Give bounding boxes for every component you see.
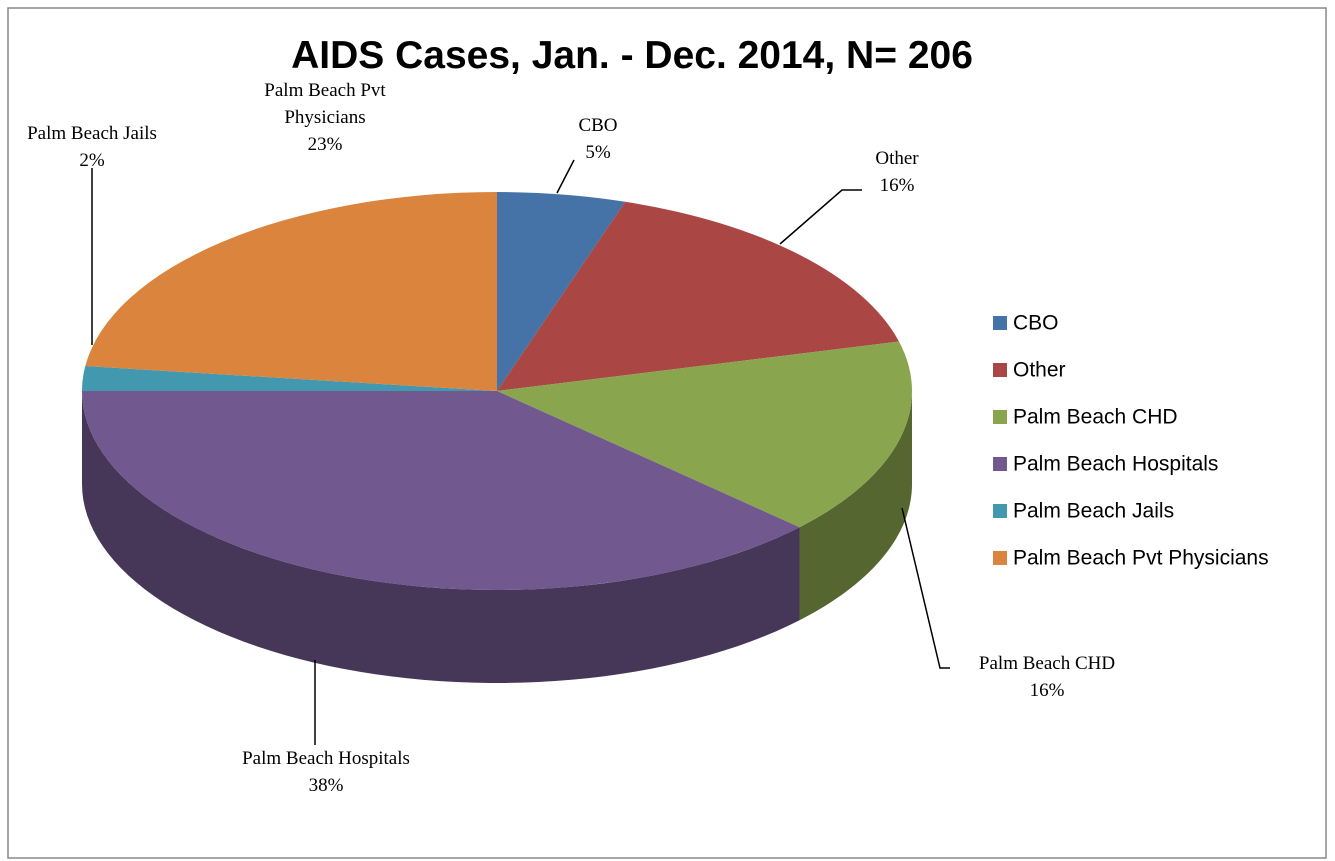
data-label-value: 16% bbox=[879, 175, 915, 196]
data-label-value: 23% bbox=[307, 134, 343, 155]
legend-swatch bbox=[993, 363, 1007, 377]
data-label-value: 16% bbox=[1029, 680, 1065, 701]
legend-label: Palm Beach Jails bbox=[1013, 500, 1174, 523]
leader-line bbox=[779, 189, 862, 245]
leader-lines bbox=[91, 159, 950, 745]
data-label: CBO 5% bbox=[538, 112, 658, 166]
slice-side bbox=[799, 391, 912, 621]
data-label: Other 16% bbox=[837, 145, 957, 199]
legend-swatch bbox=[993, 410, 1007, 424]
slice bbox=[497, 192, 626, 391]
data-label-value: 38% bbox=[308, 775, 344, 796]
data-label-name: Palm Beach Hospitals bbox=[242, 748, 410, 769]
data-label: Palm Beach Hospitals 38% bbox=[206, 745, 446, 799]
data-label: Palm Beach CHD 16% bbox=[947, 650, 1147, 704]
slice bbox=[497, 341, 912, 528]
slice-tops bbox=[82, 192, 912, 590]
legend-label: Other bbox=[1013, 359, 1066, 382]
legend-label: Palm Beach Hospitals bbox=[1013, 453, 1218, 476]
legend-swatch bbox=[993, 504, 1007, 518]
data-label-value: 2% bbox=[79, 150, 105, 171]
data-label-name: CBO bbox=[578, 115, 618, 136]
data-label: Palm Beach Jails 2% bbox=[0, 120, 192, 174]
leader-line bbox=[556, 159, 575, 194]
slice-sides bbox=[82, 391, 912, 683]
leader-line bbox=[901, 507, 950, 669]
legend: CBO Other Palm Beach CHD Palm Beach Hospita… bbox=[993, 312, 1269, 570]
data-label-name: Other bbox=[875, 148, 919, 169]
legend-label: Palm Beach Pvt Physicians bbox=[1013, 547, 1269, 570]
slice bbox=[82, 366, 497, 391]
legend-swatch bbox=[993, 316, 1007, 330]
data-label-name: Palm Beach Pvt Physicians bbox=[264, 80, 386, 128]
legend-label: CBO bbox=[1013, 312, 1059, 335]
legend-swatch bbox=[993, 551, 1007, 565]
slice-side bbox=[82, 391, 800, 683]
slice bbox=[85, 192, 497, 391]
slice bbox=[82, 391, 800, 590]
chart-title: AIDS Cases, Jan. - Dec. 2014, N= 206 bbox=[291, 34, 973, 77]
data-label: Palm Beach Pvt Physicians 23% bbox=[245, 77, 405, 158]
legend-label: Palm Beach CHD bbox=[1013, 406, 1178, 429]
data-label-name: Palm Beach CHD bbox=[978, 653, 1116, 674]
slice bbox=[497, 201, 899, 391]
legend-swatch bbox=[993, 457, 1007, 471]
data-label-name: Palm Beach Jails bbox=[27, 123, 157, 144]
data-label-value: 5% bbox=[585, 142, 611, 163]
